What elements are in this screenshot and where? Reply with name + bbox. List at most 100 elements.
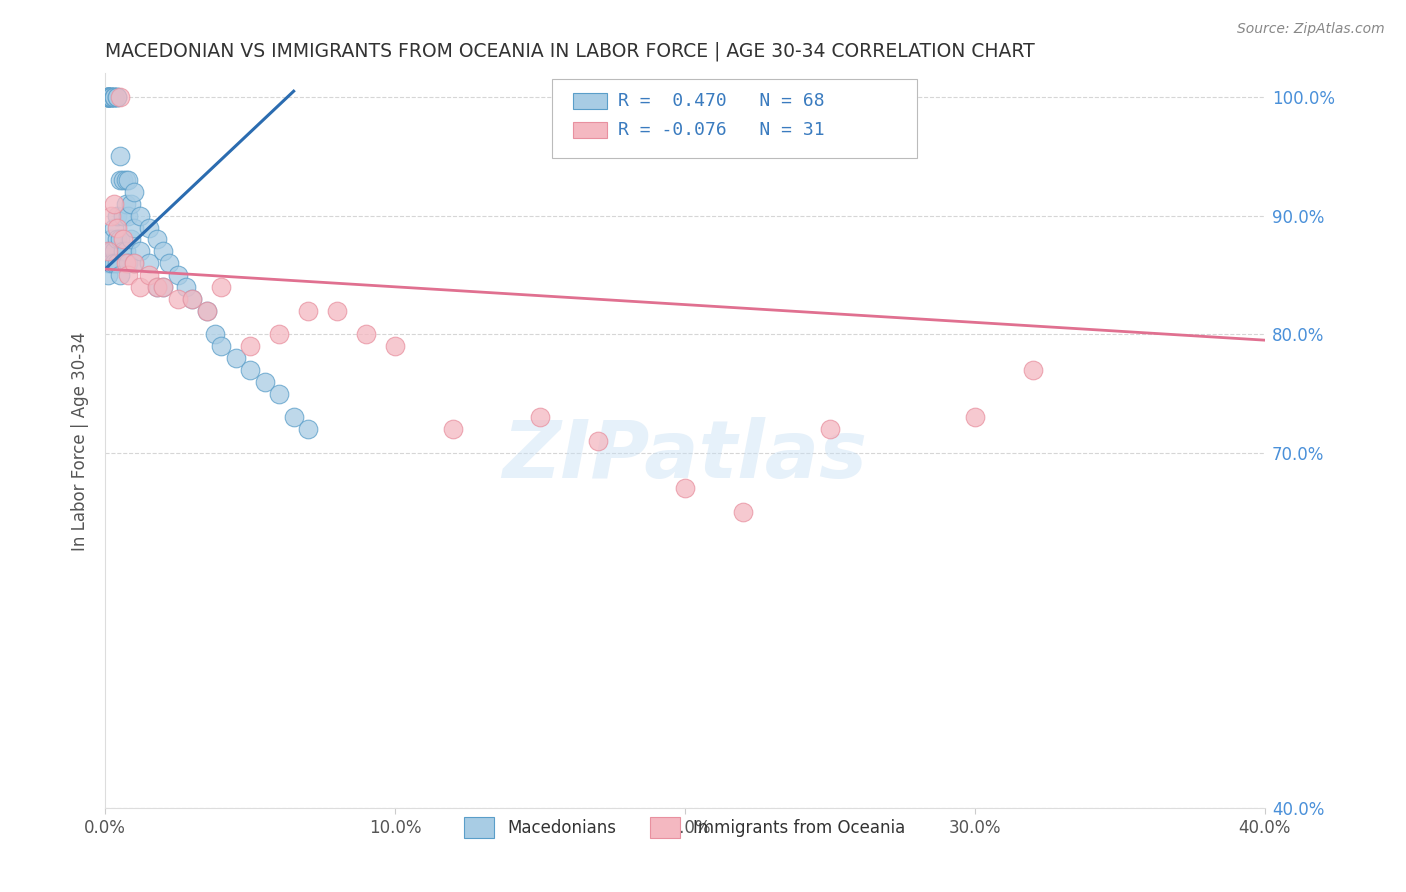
Point (195, 303, 218, 318)
Point (138, 256, 160, 270)
Point (105, 256, 128, 270)
Point (105, 209, 128, 223)
FancyBboxPatch shape (551, 78, 917, 158)
Point (97, 244, 120, 259)
Point (105, 220, 128, 235)
Point (100, 232, 122, 246)
Y-axis label: In Labor Force | Age 30-34: In Labor Force | Age 30-34 (72, 331, 89, 550)
Point (97, 90, 120, 104)
Text: Source: ZipAtlas.com: Source: ZipAtlas.com (1237, 22, 1385, 37)
Point (152, 244, 174, 259)
Point (1022, 363, 1045, 377)
Point (117, 256, 139, 270)
Point (129, 244, 152, 259)
Point (103, 90, 125, 104)
Point (441, 422, 464, 436)
Point (354, 327, 377, 342)
Point (100, 244, 122, 259)
Point (297, 422, 319, 436)
Point (103, 90, 125, 104)
Point (963, 410, 986, 425)
Point (122, 185, 145, 199)
Point (138, 220, 160, 235)
Point (105, 90, 128, 104)
Point (105, 232, 128, 246)
Point (146, 280, 169, 294)
Point (117, 268, 139, 282)
Point (195, 303, 218, 318)
Point (181, 292, 204, 306)
Text: R = -0.076   N = 31: R = -0.076 N = 31 (617, 121, 824, 139)
Point (105, 90, 128, 104)
Point (97, 90, 120, 104)
Point (97, 90, 120, 104)
Point (120, 197, 142, 211)
Point (114, 197, 136, 211)
Point (100, 90, 122, 104)
Point (111, 232, 134, 246)
Point (103, 256, 125, 270)
Point (157, 256, 180, 270)
Point (97, 90, 120, 104)
Point (326, 303, 349, 318)
Point (166, 292, 188, 306)
Point (97, 256, 120, 270)
Point (209, 339, 232, 353)
Point (114, 244, 136, 259)
Point (283, 410, 305, 425)
Point (97, 90, 120, 104)
Point (108, 268, 131, 282)
Point (97, 90, 120, 104)
Point (114, 256, 136, 270)
Point (97, 268, 120, 282)
Point (253, 375, 276, 389)
Point (129, 280, 152, 294)
Point (108, 90, 131, 104)
Point (122, 256, 145, 270)
Point (100, 209, 122, 223)
Point (97, 244, 120, 259)
Point (731, 505, 754, 519)
Point (111, 209, 134, 223)
Point (138, 268, 160, 282)
Point (586, 434, 609, 448)
Text: MACEDONIAN VS IMMIGRANTS FROM OCEANIA IN LABOR FORCE | AGE 30-34 CORRELATION CHA: MACEDONIAN VS IMMIGRANTS FROM OCEANIA IN… (105, 42, 1035, 62)
Point (529, 410, 551, 425)
Point (269, 327, 291, 342)
Point (103, 197, 125, 211)
Text: ZIPatlas: ZIPatlas (502, 417, 868, 495)
Point (97, 90, 120, 104)
Point (204, 327, 226, 342)
Point (100, 90, 122, 104)
Point (297, 303, 319, 318)
Point (152, 280, 174, 294)
Point (108, 232, 131, 246)
Point (384, 339, 406, 353)
Point (103, 220, 125, 235)
Point (209, 280, 232, 294)
Point (117, 209, 139, 223)
Point (818, 422, 841, 436)
Point (225, 351, 247, 365)
Point (146, 232, 169, 246)
Point (129, 209, 152, 223)
Point (673, 481, 696, 495)
Point (122, 256, 145, 270)
Legend: Macedonians, Immigrants from Oceania: Macedonians, Immigrants from Oceania (458, 811, 912, 844)
Bar (572, 122, 607, 138)
Point (166, 268, 188, 282)
Point (239, 339, 262, 353)
Point (122, 220, 145, 235)
Point (120, 232, 142, 246)
Point (111, 173, 134, 187)
Point (239, 363, 262, 377)
Point (100, 90, 122, 104)
Point (111, 244, 134, 259)
Point (100, 256, 122, 270)
Point (108, 173, 131, 187)
Point (103, 244, 125, 259)
Point (181, 292, 204, 306)
Text: R =  0.470   N = 68: R = 0.470 N = 68 (617, 92, 824, 110)
Point (100, 90, 122, 104)
Bar (572, 93, 607, 109)
